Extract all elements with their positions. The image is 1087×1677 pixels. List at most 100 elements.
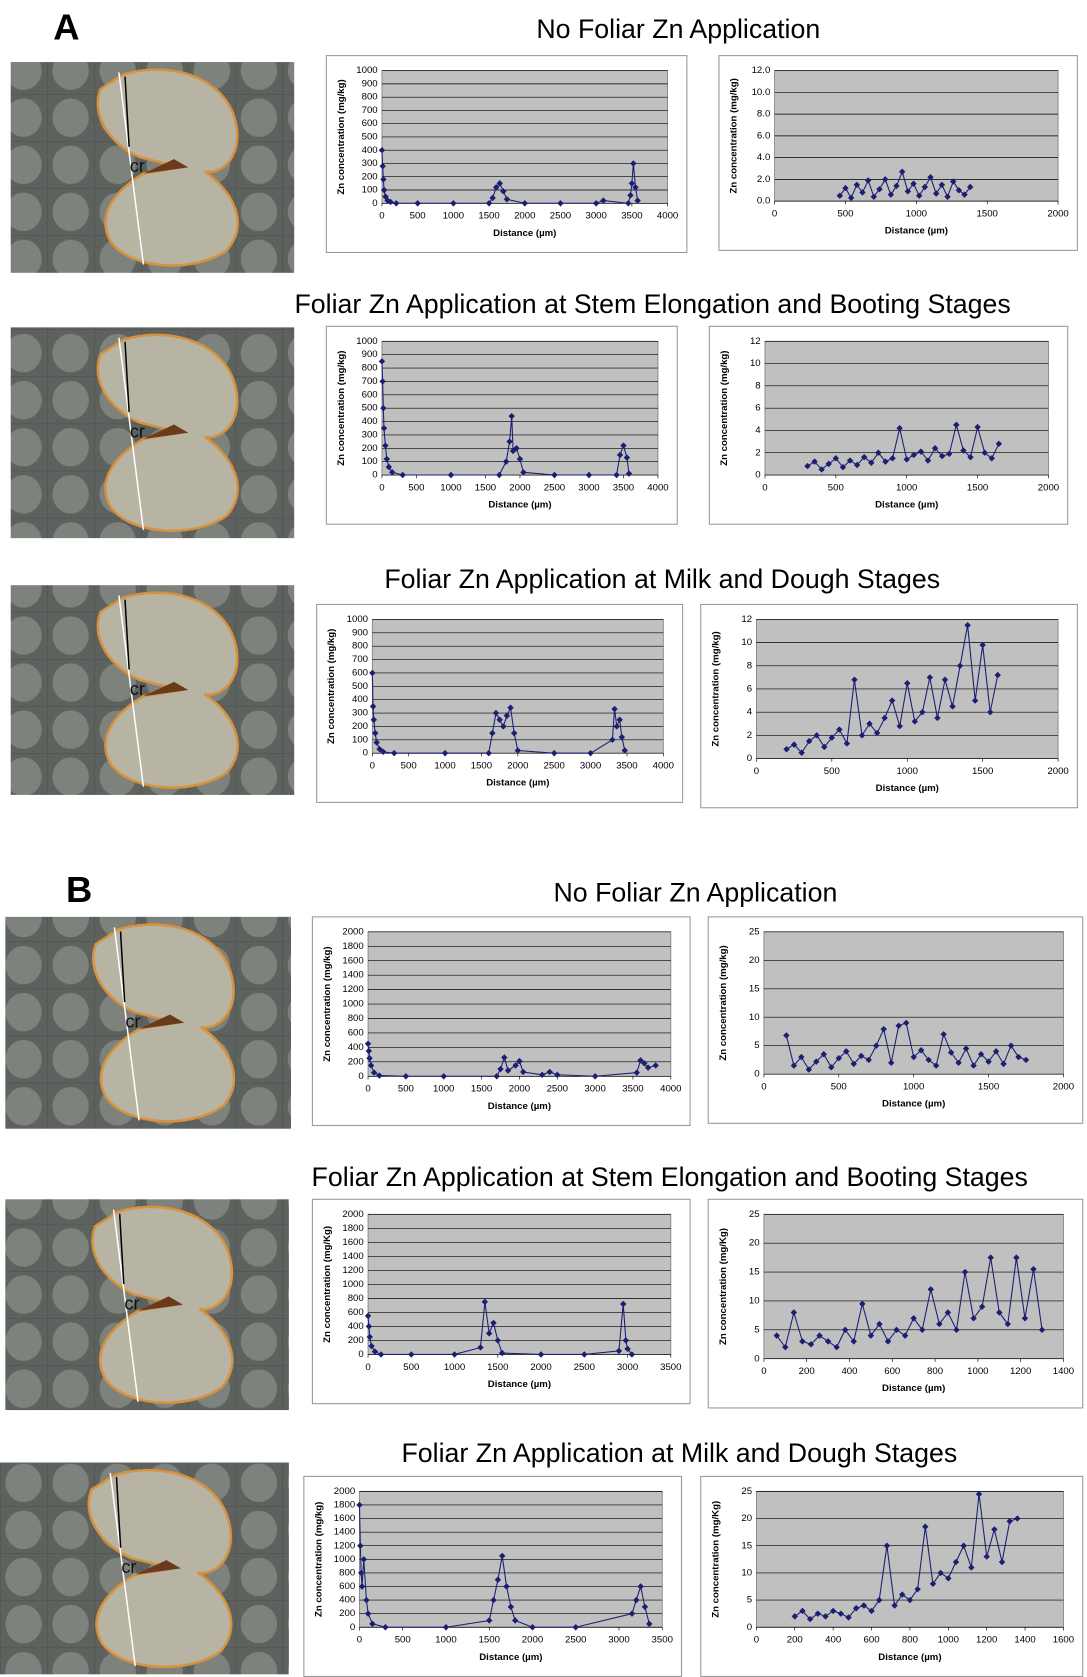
data-point — [910, 1315, 917, 1322]
x-tick-label: 800 — [927, 1366, 943, 1377]
data-point — [926, 674, 934, 681]
data-point — [551, 471, 558, 479]
y-tick-label: 10 — [749, 1012, 760, 1023]
data-point — [977, 1051, 985, 1058]
x-tick-label: 2000 — [1053, 1082, 1074, 1093]
data-point — [512, 1062, 519, 1069]
data-point — [1014, 1515, 1021, 1522]
x-tick-label: 3500 — [616, 761, 637, 772]
row-title: No Foliar Zn Application — [554, 877, 838, 907]
y-tick-label: 1600 — [334, 1513, 355, 1524]
data-point — [546, 1068, 553, 1076]
data-point — [609, 736, 616, 744]
y-tick-label: 500 — [362, 131, 378, 142]
y-tick-label: 1400 — [342, 1251, 363, 1262]
x-axis-label: Distance (µm) — [885, 226, 948, 237]
data-point — [960, 447, 967, 454]
x-axis-label: Distance (µm) — [875, 500, 938, 511]
data-point — [506, 438, 513, 445]
data-point — [970, 1315, 977, 1322]
x-tick-label: 0 — [761, 1366, 766, 1377]
data-point — [979, 641, 986, 649]
y-tick-label: 200 — [348, 1056, 364, 1067]
data-point — [881, 176, 889, 183]
x-tick-label: 1500 — [471, 1084, 492, 1095]
y-tick-label: 500 — [352, 681, 368, 692]
y-tick-label: 8.0 — [757, 109, 770, 120]
data-point — [554, 1071, 561, 1079]
x-tick-label: 2000 — [509, 1084, 530, 1095]
x-tick-label: 1000 — [444, 1362, 465, 1373]
data-point — [804, 462, 811, 470]
x-tick-label: 600 — [884, 1366, 900, 1377]
data-point — [368, 1342, 375, 1350]
micrograph: cr — [10, 585, 295, 795]
data-point — [953, 421, 960, 429]
data-point — [508, 412, 515, 420]
x-tick-label: 0 — [370, 761, 375, 772]
y-tick-label: 600 — [352, 667, 368, 678]
kernel-section — [93, 1207, 233, 1403]
data-point — [550, 749, 558, 757]
data-point — [895, 1022, 902, 1029]
x-tick-label: 3000 — [617, 1362, 638, 1373]
x-tick-label: 500 — [403, 1362, 419, 1373]
x-tick-label: 0 — [754, 766, 759, 777]
x-tick-label: 0 — [365, 1084, 370, 1095]
data-point — [843, 1048, 850, 1055]
data-point — [911, 718, 919, 725]
data-point — [450, 200, 457, 207]
data-point — [917, 1047, 925, 1054]
kernel — [98, 593, 238, 788]
y-tick-label: 8 — [747, 660, 752, 671]
data-point — [865, 1056, 872, 1064]
data-point — [1013, 1254, 1020, 1261]
y-tick-label: 200 — [362, 443, 378, 454]
x-axis-label: Distance (µm) — [882, 1099, 945, 1110]
micrograph: cr — [5, 1199, 289, 1411]
data-point — [866, 720, 873, 727]
data-point — [813, 732, 820, 739]
kernel — [98, 335, 238, 531]
data-point — [624, 1345, 631, 1353]
y-tick-label: 300 — [362, 158, 378, 169]
y-axis-label: Zn concentration (mg/kg) — [336, 79, 347, 194]
x-tick-label: 500 — [408, 482, 424, 493]
data-point — [860, 453, 868, 461]
y-tick-label: 200 — [362, 171, 378, 182]
x-axis-label: Distance (µm) — [878, 1652, 941, 1663]
y-tick-label: 400 — [348, 1042, 364, 1053]
data-point — [853, 181, 861, 189]
data-point — [799, 1607, 806, 1615]
data-point — [369, 669, 376, 677]
x-tick-label: 0 — [761, 1082, 766, 1093]
data-point — [867, 1332, 875, 1339]
data-point — [499, 1552, 506, 1560]
y-tick-label: 25 — [741, 1486, 752, 1497]
data-point — [616, 451, 624, 459]
data-point — [572, 1624, 579, 1631]
scan-arrow — [116, 1477, 120, 1548]
crease — [138, 1296, 183, 1311]
data-point — [358, 1569, 365, 1577]
y-tick-label: 200 — [348, 1335, 364, 1346]
scan-arrow — [114, 927, 139, 1120]
data-point — [613, 723, 620, 730]
data-point — [370, 716, 377, 723]
data-point — [441, 749, 449, 757]
data-point — [938, 452, 946, 460]
y-tick-label: 2.0 — [757, 174, 770, 185]
x-tick-label: 4000 — [657, 211, 678, 222]
x-tick-label: 1500 — [967, 482, 988, 493]
x-tick-label: 1000 — [938, 1635, 959, 1646]
data-point — [858, 1052, 865, 1060]
x-tick-label: 2000 — [530, 1362, 551, 1373]
data-point — [925, 1056, 932, 1064]
x-tick-label: 0 — [379, 211, 384, 222]
crease — [139, 1014, 185, 1030]
y-axis-label: Zn concentration (mg/kg) — [313, 1502, 324, 1617]
y-tick-label: 400 — [352, 694, 368, 705]
y-tick-label: 0 — [358, 1071, 363, 1082]
y-tick-label: 0 — [372, 198, 377, 209]
data-point — [992, 1048, 1000, 1055]
